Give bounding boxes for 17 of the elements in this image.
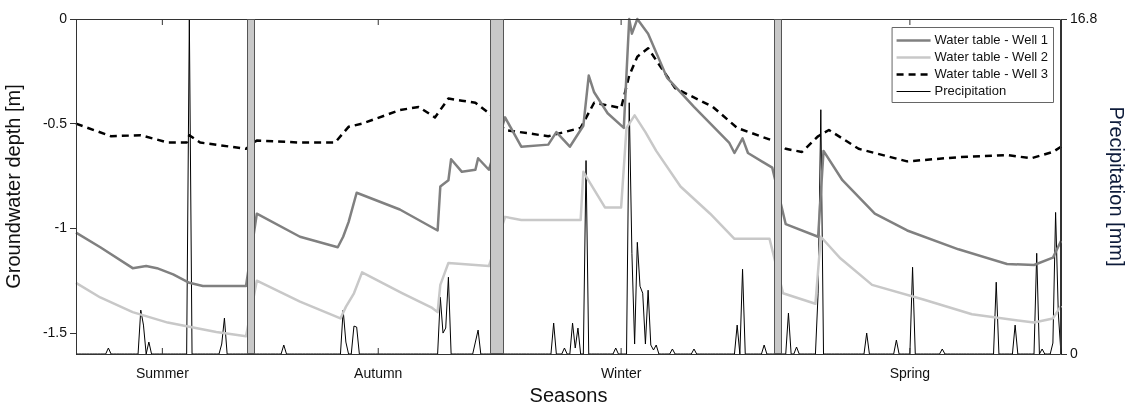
legend-label: Water table - Well 3 <box>934 66 1049 82</box>
y-tick-label: 0 <box>59 9 68 26</box>
x-tick-label: Winter <box>600 365 642 382</box>
x-axis-title: Seasons <box>529 383 608 406</box>
y-axis-title: Groundwater depth [m] <box>1 84 24 289</box>
y2-tick-label: 16.8 <box>1070 9 1098 26</box>
legend-label: Water table - Well 1 <box>934 32 1049 48</box>
legend-label: Water table - Well 2 <box>934 49 1049 65</box>
legend-label: Precipitation <box>934 83 1007 99</box>
y2-axis-title: Precipitation [mm] <box>1106 106 1129 267</box>
y-tick-label: -1 <box>54 219 68 236</box>
x-tick-label: Summer <box>135 365 190 382</box>
x-tick-label: Autumn <box>354 365 403 382</box>
x-tick-label: Spring <box>889 365 931 382</box>
y-tick-label: -1.5 <box>42 323 68 340</box>
y2-tick-label: 0 <box>1070 344 1078 361</box>
y-tick-label: -0.5 <box>42 114 68 131</box>
